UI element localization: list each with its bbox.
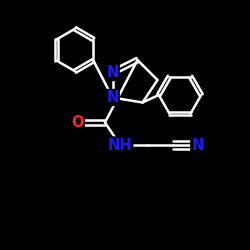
Text: O: O	[71, 115, 84, 130]
Text: N: N	[106, 65, 119, 80]
Text: N: N	[191, 138, 204, 152]
Text: NH: NH	[108, 138, 132, 152]
Text: N: N	[106, 90, 119, 105]
